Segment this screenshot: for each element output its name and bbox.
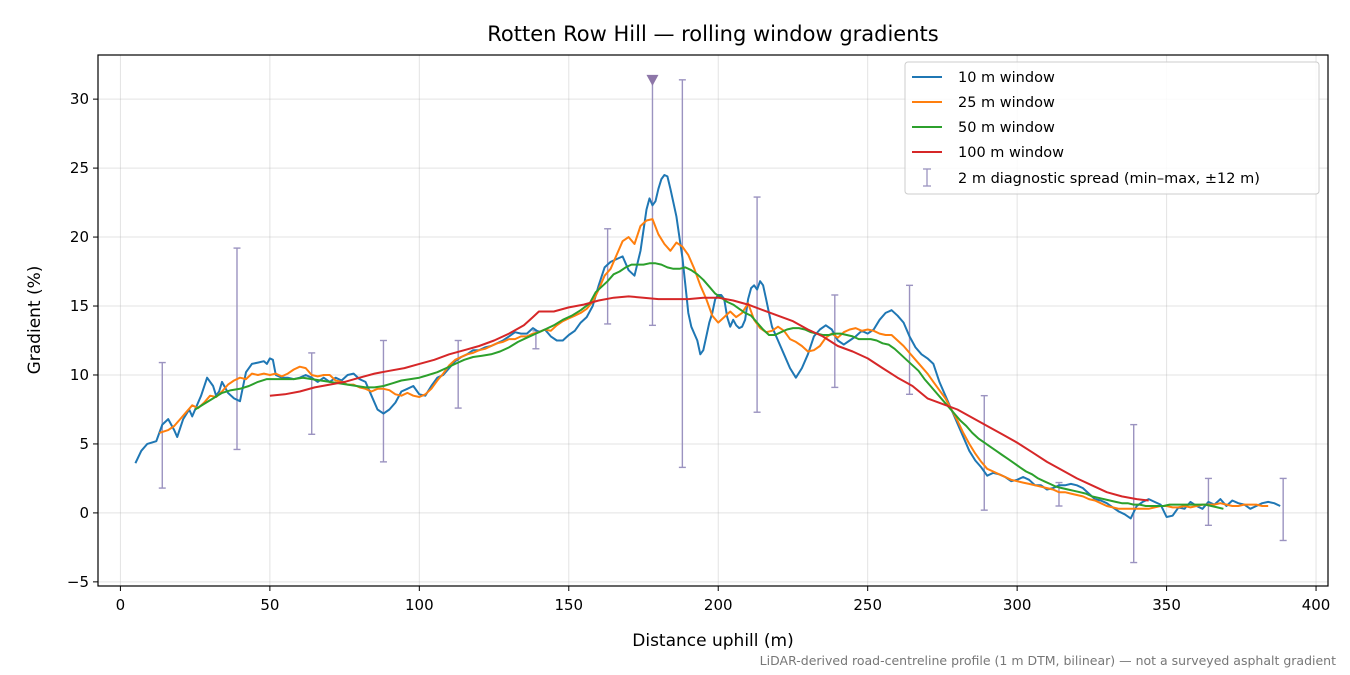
spread-errorbar: [678, 79, 686, 469]
spread-errorbar: [753, 196, 761, 413]
legend: 10 m window 25 m window 50 m window 100 …: [904, 61, 1320, 195]
x-tick-label: 100: [405, 596, 434, 614]
x-tick-label: 150: [554, 596, 583, 614]
legend-swatch-spread: [923, 168, 931, 187]
x-axis-ticks: 0 50 100 150 200 250 300 350 400: [116, 586, 1331, 614]
spread-errorbar: [233, 247, 241, 451]
y-tick-label: 5: [79, 435, 89, 453]
x-tick-label: 300: [1003, 596, 1032, 614]
legend-box: [904, 61, 1320, 195]
legend-label-25m: 25 m window: [958, 95, 1055, 111]
spread-errorbar: [980, 394, 988, 511]
legend-label-100m: 100 m window: [958, 145, 1064, 161]
y-tick-label: 10: [70, 366, 89, 384]
footnote: LiDAR-derived road-centreline profile (1…: [760, 653, 1336, 668]
spread-errorbar: [379, 339, 387, 463]
spread-errorbar: [906, 284, 914, 395]
legend-label-50m: 50 m window: [958, 120, 1055, 136]
spread-errorbar: [308, 352, 316, 435]
y-tick-label: 25: [70, 159, 89, 177]
y-tick-label: 0: [79, 504, 89, 522]
y-tick-label: 20: [70, 228, 89, 246]
y-axis-label: Gradient (%): [25, 266, 45, 375]
y-tick-label: −5: [67, 573, 89, 591]
peak-marker-triangle: [646, 74, 659, 86]
spread-errorbar: [1279, 477, 1287, 542]
spread-errorbar: [1130, 423, 1138, 564]
y-axis-ticks: −5 0 5 10 15 20 25 30: [67, 90, 98, 591]
series-line-2: [194, 262, 1224, 510]
y-tick-label: 30: [70, 90, 89, 108]
x-axis-label: Distance uphill (m): [632, 631, 793, 651]
series-line-0: [134, 174, 1281, 520]
x-tick-label: 400: [1302, 596, 1331, 614]
x-tick-label: 350: [1152, 596, 1181, 614]
peak-markers: [646, 74, 659, 86]
x-tick-label: 200: [704, 596, 733, 614]
x-tick-label: 0: [116, 596, 126, 614]
x-tick-label: 250: [853, 596, 882, 614]
plot-frame: [97, 54, 1329, 587]
series-lines: [134, 174, 1281, 520]
series-line-3: [269, 295, 1149, 502]
y-tick-label: 15: [70, 297, 89, 315]
chart-title: Rotten Row Hill — rolling window gradien…: [487, 22, 938, 46]
legend-label-10m: 10 m window: [958, 70, 1055, 86]
spread-errorbar: [831, 294, 839, 389]
x-tick-label: 50: [260, 596, 279, 614]
spread-errorbar: [604, 228, 612, 325]
series-line-1: [158, 218, 1269, 510]
legend-label-spread: 2 m diagnostic spread (min–max, ±12 m): [958, 171, 1260, 187]
